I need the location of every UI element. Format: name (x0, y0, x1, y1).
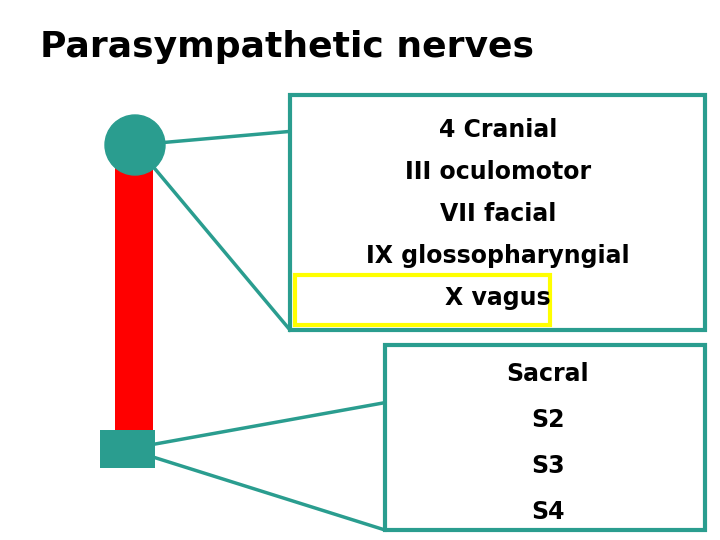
Text: 4 Cranial: 4 Cranial (438, 118, 557, 142)
Bar (295, 275, 550, 325)
Text: III oculomotor: III oculomotor (405, 160, 591, 184)
Text: IX glossopharyngial: IX glossopharyngial (366, 244, 630, 268)
Bar (290, 95, 705, 330)
Text: Parasympathetic nerves: Parasympathetic nerves (40, 30, 534, 64)
Text: S3: S3 (531, 454, 564, 478)
Text: X vagus: X vagus (445, 286, 551, 310)
Bar (385, 345, 705, 530)
Text: VII facial: VII facial (440, 202, 556, 226)
Text: S4: S4 (531, 500, 564, 524)
Bar (115, 145, 153, 430)
Circle shape (105, 115, 165, 175)
Text: Sacral: Sacral (507, 362, 589, 386)
Bar (100, 430, 155, 468)
Text: S2: S2 (531, 408, 564, 432)
